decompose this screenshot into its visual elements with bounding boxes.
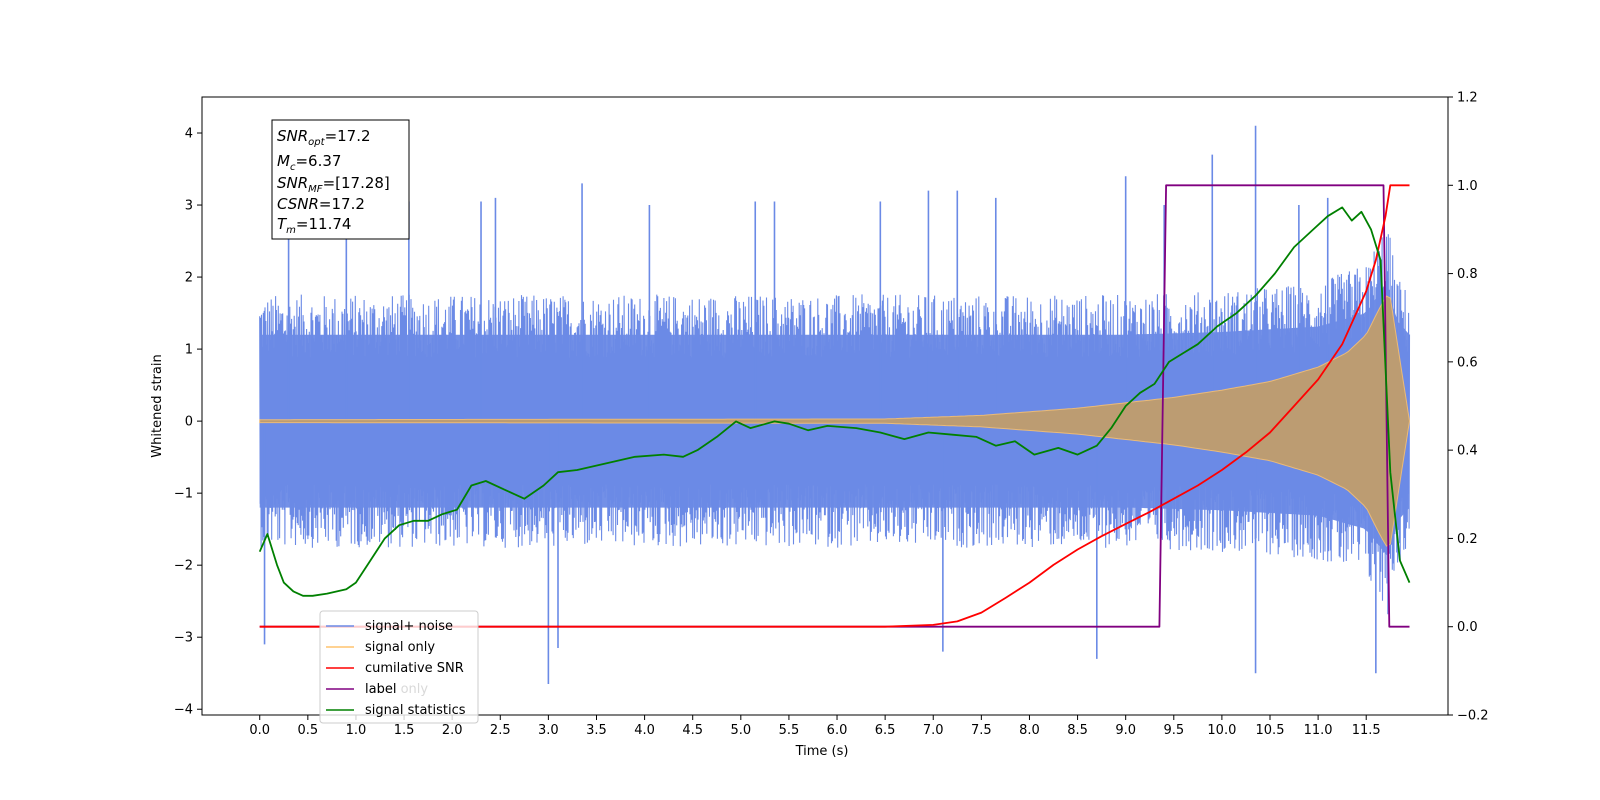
y2-tick-label: 0.4	[1457, 444, 1478, 459]
y-tick-label: −1	[174, 487, 193, 502]
x-tick-label: 8.0	[1019, 723, 1040, 738]
x-tick-label: 11.0	[1304, 723, 1333, 738]
legend-label-label-only-ghost: label only	[365, 682, 428, 697]
plot-frame	[201, 96, 1449, 716]
info-snr-opt: SNRopt=17.2	[277, 127, 371, 148]
x-tick-label: 3.5	[586, 723, 607, 738]
y-axis-label: Whitened strain	[150, 354, 165, 457]
y2-tick-label: −0.2	[1457, 709, 1489, 724]
x-axis-ticks: 0.0 0.5 1.0 1.5 2.0 2.5 3.0 3.5 4.0 4.5 5.0 5.5 6.0 6…	[249, 715, 1381, 738]
info-box: SNRopt=17.2 Mc=6.37 SNRMF=[17.28] CSNR=1…	[271, 119, 410, 240]
x-tick-label: 7.0	[923, 723, 944, 738]
y2-tick-label: 0.0	[1457, 620, 1478, 635]
x-tick-label: 4.5	[682, 723, 703, 738]
y2-axis-ticks: 1.2 1.0 0.8 0.6 0.4 0.2 0.0 −0.2	[1448, 91, 1489, 724]
x-tick-label: 2.5	[490, 723, 511, 738]
y-tick-label: −3	[174, 631, 193, 646]
x-tick-label: 4.0	[634, 723, 655, 738]
info-snr-mf: SNRMF=[17.28]	[277, 174, 390, 195]
x-tick-label: 0.5	[297, 723, 318, 738]
y-tick-label: 3	[185, 199, 193, 214]
y2-tick-label: 1.0	[1457, 179, 1478, 194]
y-tick-label: −4	[174, 703, 193, 718]
legend: signal+ noise signal only cumilative SNR…	[319, 610, 479, 724]
x-tick-label: 6.5	[875, 723, 896, 738]
x-tick-label: 1.0	[346, 723, 367, 738]
x-tick-label: 0.0	[249, 723, 270, 738]
legend-label-signal-statistics: signal statistics	[365, 703, 466, 718]
y2-tick-label: 1.2	[1457, 91, 1478, 106]
x-tick-label: 11.5	[1352, 723, 1381, 738]
y2-tick-label: 0.2	[1457, 532, 1478, 547]
x-tick-label: 7.5	[971, 723, 992, 738]
plot-area	[258, 125, 1411, 685]
x-tick-label: 3.0	[538, 723, 559, 738]
y2-tick-label: 0.6	[1457, 355, 1478, 370]
series-cumulative-snr	[259, 184, 1410, 628]
y-tick-label: 4	[185, 127, 193, 142]
legend-label-signal-only: signal only	[365, 640, 435, 655]
x-tick-label: 6.0	[827, 723, 848, 738]
x-tick-label: 5.0	[730, 723, 751, 738]
info-tm: Tm=11.74	[277, 215, 351, 236]
series-signal-only	[259, 295, 1411, 547]
y-tick-label: 1	[185, 343, 193, 358]
legend-label-signal-noise: signal+ noise	[365, 619, 453, 634]
x-tick-label: 8.5	[1067, 723, 1088, 738]
legend-label-cumulative-snr: cumilative SNR	[365, 661, 464, 676]
x-tick-label: 5.5	[779, 723, 800, 738]
info-csnr: CSNR=17.2	[277, 195, 365, 213]
x-tick-label: 10.0	[1207, 723, 1236, 738]
y-tick-label: −2	[174, 559, 193, 574]
info-mc: Mc=6.37	[277, 152, 341, 173]
x-tick-label: 1.5	[394, 723, 415, 738]
x-axis-label: Time (s)	[795, 744, 849, 759]
y2-tick-label: 0.8	[1457, 267, 1478, 282]
series-label	[259, 184, 1410, 628]
y-tick-label: 2	[185, 271, 193, 286]
x-tick-label: 9.0	[1115, 723, 1136, 738]
x-tick-label: 10.5	[1256, 723, 1285, 738]
legend-label-label: label	[365, 682, 396, 697]
right-axis-series-layer	[258, 184, 1411, 628]
x-tick-label: 9.5	[1163, 723, 1184, 738]
series-signal-statistics	[258, 206, 1411, 597]
y-tick-label: 0	[185, 415, 193, 430]
y-axis-ticks: 4 3 2 1 0 −1 −2 −3 −4	[174, 127, 202, 718]
x-tick-label: 2.0	[442, 723, 463, 738]
signal-only-layer	[259, 295, 1411, 547]
